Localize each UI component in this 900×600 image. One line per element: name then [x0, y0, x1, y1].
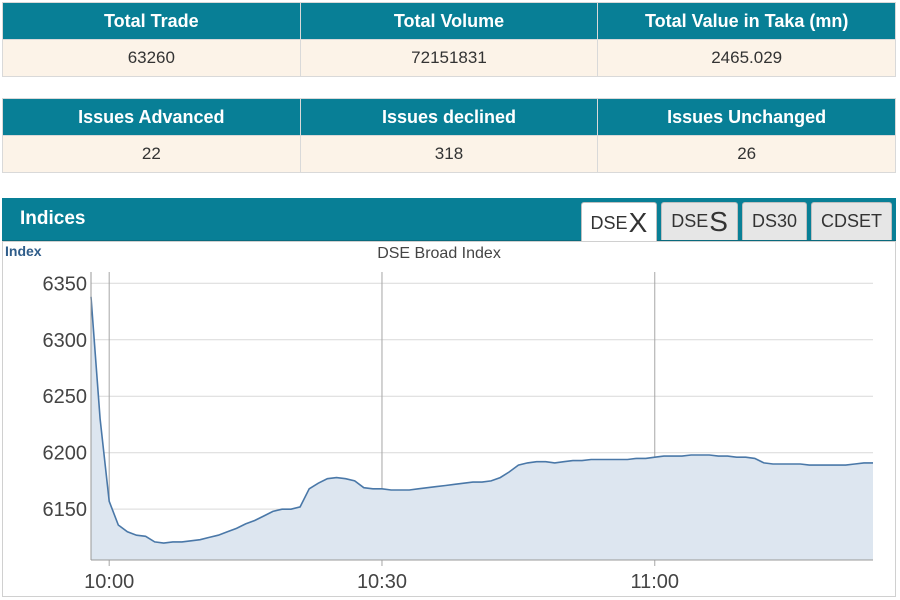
- series-area-fill: [91, 296, 873, 560]
- index-chart: 6150 6200 6250 6300 6350 10:00 10:30 11:00 Ind…: [5, 243, 873, 593]
- total-value-value: 2465.029: [597, 39, 896, 77]
- y-tick-labels: 6150 6200 6250 6300 6350: [43, 273, 88, 521]
- issues-summary-table: Issues Advanced Issues declined Issues U…: [2, 98, 896, 173]
- y-tick-label: 6300: [43, 330, 88, 352]
- total-value-header: Total Value in Taka (mn): [597, 2, 896, 40]
- x-tick-label: 10:30: [357, 571, 407, 593]
- tab-dses-suffix: S: [709, 205, 728, 237]
- y-tick-label: 6150: [43, 499, 88, 521]
- tab-dses-prefix: DSE: [671, 211, 709, 231]
- trade-summary-table: Total Trade Total Volume Total Value in …: [2, 2, 896, 77]
- series-line: [90, 296, 873, 544]
- x-tick-labels: 10:00 10:30 11:00: [84, 571, 679, 593]
- tab-dsex-prefix: DSE: [590, 212, 628, 233]
- index-tabs: DSE X DSE S DS30 CDSET: [580, 202, 892, 243]
- total-trade-header: Total Trade: [2, 2, 301, 40]
- tab-cdset[interactable]: CDSET: [810, 202, 892, 240]
- y-tick-label: 6200: [43, 443, 88, 465]
- total-trade-value: 63260: [2, 39, 301, 77]
- tab-dsex[interactable]: DSE X: [580, 202, 658, 243]
- indices-title: Indices: [20, 208, 86, 229]
- total-volume-header: Total Volume: [299, 2, 599, 40]
- y-tick-label: 6350: [43, 273, 88, 295]
- issues-advanced-header: Issues Advanced: [2, 98, 301, 136]
- x-tick-label: 10:00: [84, 571, 134, 593]
- tab-ds30-label: DS30: [751, 211, 797, 231]
- issues-declined-value: 318: [299, 135, 599, 173]
- indices-header: Indices DSE X DSE S DS30 CDSET: [2, 198, 896, 243]
- y-axis-title: Index: [5, 243, 42, 259]
- tab-dsex-suffix: X: [628, 207, 648, 238]
- issues-declined-header: Issues declined: [299, 98, 599, 136]
- tab-cdset-label: CDSET: [820, 211, 882, 231]
- issues-unchanged-value: 26: [597, 135, 896, 173]
- x-tick-label: 11:00: [630, 571, 679, 593]
- tab-ds30[interactable]: DS30: [741, 202, 807, 240]
- tab-dses[interactable]: DSE S: [661, 202, 738, 240]
- total-volume-value: 72151831: [299, 39, 599, 77]
- issues-advanced-value: 22: [2, 135, 301, 173]
- issues-unchanged-header: Issues Unchanged: [597, 98, 896, 136]
- y-tick-label: 6250: [43, 386, 88, 408]
- index-chart-panel: 6150 6200 6250 6300 6350 10:00 10:30 11:00 Ind…: [2, 241, 896, 597]
- chart-title: DSE Broad Index: [377, 245, 501, 262]
